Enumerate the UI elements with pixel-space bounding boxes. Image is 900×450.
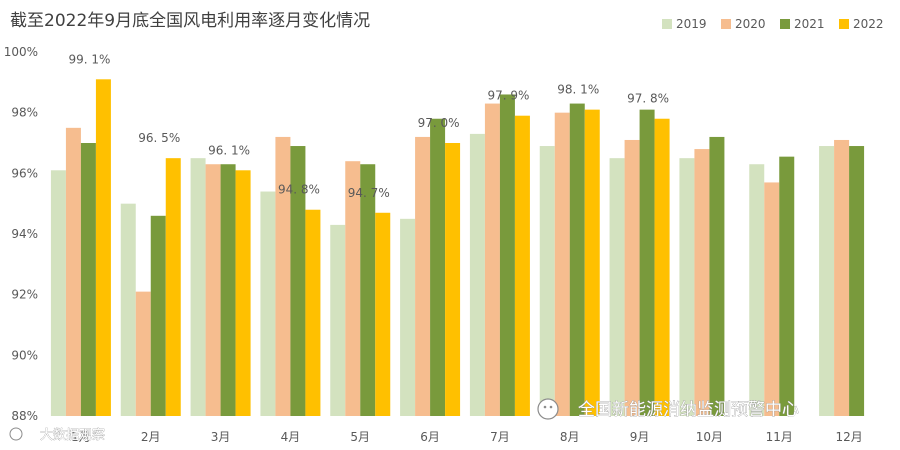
bar-2020-10 [694, 149, 710, 417]
x-tick-label: 4月 [281, 430, 301, 444]
data-label-2022-8: 98. 1% [557, 83, 599, 97]
x-tick-label: 3月 [211, 430, 231, 444]
watermark-logo-icon [9, 427, 23, 441]
data-label-2022-7: 97. 9% [487, 89, 529, 103]
x-tick-label: 9月 [630, 430, 650, 444]
bar-2019-3 [190, 158, 206, 416]
bar-2020-8 [554, 112, 570, 417]
data-label-2022-5: 94. 7% [348, 186, 390, 200]
bars [50, 79, 865, 417]
bar-2020-12 [834, 139, 850, 416]
wechat-icon-eye-right [549, 405, 553, 409]
x-tick-label: 11月 [766, 430, 793, 444]
data-label-2022-4: 94. 8% [278, 183, 320, 197]
bar-2021-10 [709, 136, 725, 416]
bar-2020-7 [484, 103, 500, 417]
x-tick-label: 7月 [490, 430, 510, 444]
bar-2021-6 [430, 118, 446, 416]
data-label-2022-3: 96. 1% [208, 143, 250, 157]
bar-2019-10 [679, 158, 695, 416]
data-label-2022-9: 97. 8% [627, 92, 669, 106]
y-tick-label: 100% [4, 45, 38, 59]
x-tick-label: 5月 [350, 430, 370, 444]
bar-2019-1 [50, 170, 66, 416]
chart-title: 截至2022年9月底全国风电利用率逐月变化情况 [10, 11, 370, 31]
x-tick-label: 2月 [141, 430, 161, 444]
data-labels: 99. 1% 96. 5% 96. 1% 94. 8% 94. 7% 97. 0% 97. … [68, 52, 669, 199]
bar-2020-2 [135, 291, 151, 416]
legend-swatch-2020 [721, 19, 731, 29]
bar-2021-5 [360, 164, 376, 416]
bar-2022-3 [235, 170, 251, 416]
bar-2021-3 [220, 164, 236, 416]
bar-2021-7 [499, 94, 515, 416]
watermark-left-text: 大数据观察 [40, 428, 105, 443]
y-axis: 88% 90% 92% 94% 96% 98% 100% [4, 45, 38, 423]
legend-label-2021: 2021 [794, 17, 825, 31]
y-tick-label: 96% [11, 166, 38, 180]
bar-2019-9 [609, 158, 625, 416]
bar-2021-1 [80, 143, 96, 416]
bar-2022-6 [445, 143, 461, 416]
legend-swatch-2022 [839, 19, 849, 29]
bar-2019-2 [120, 203, 136, 416]
bar-2022-9 [654, 118, 670, 416]
legend-label-2022: 2022 [853, 17, 884, 31]
bar-2020-9 [624, 139, 640, 416]
bar-2021-2 [150, 215, 166, 416]
y-tick-label: 92% [11, 288, 38, 302]
legend-label-2020: 2020 [735, 17, 766, 31]
bar-2019-4 [260, 191, 276, 416]
legend: 2019 2020 2021 2022 [662, 17, 884, 31]
x-tick-label: 12月 [835, 430, 862, 444]
watermark-left: 大数据观察 [9, 427, 105, 443]
data-label-2022-6: 97. 0% [418, 116, 460, 130]
bar-2020-3 [205, 164, 221, 416]
x-tick-label: 8月 [560, 430, 580, 444]
bar-2022-2 [165, 158, 181, 416]
bar-2022-7 [514, 115, 530, 416]
bar-2020-4 [275, 136, 291, 416]
bar-2021-8 [569, 103, 585, 417]
bar-2021-12 [849, 146, 865, 417]
y-tick-label: 90% [11, 348, 38, 362]
watermark-right-text: 全国新能源消纳监测预警中心 [578, 400, 799, 420]
bar-2021-9 [639, 109, 655, 416]
legend-label-2019: 2019 [676, 17, 707, 31]
x-tick-label: 6月 [420, 430, 440, 444]
bar-2019-8 [539, 146, 555, 417]
bar-2020-1 [65, 127, 81, 416]
bar-2022-8 [584, 109, 600, 416]
bar-2019-6 [400, 218, 416, 416]
data-label-2022-1: 99. 1% [68, 52, 110, 66]
bar-2020-5 [345, 161, 361, 416]
bar-2019-7 [469, 133, 485, 416]
wechat-icon-eye-left [543, 405, 547, 409]
bar-2020-11 [764, 182, 780, 416]
data-label-2022-2: 96. 5% [138, 131, 180, 145]
y-tick-label: 98% [11, 106, 38, 120]
y-tick-label: 94% [11, 227, 38, 241]
legend-swatch-2021 [780, 19, 790, 29]
legend-swatch-2019 [662, 19, 672, 29]
watermark-right: 全国新能源消纳监测预警中心 [537, 398, 799, 420]
bar-2019-5 [330, 224, 346, 416]
y-tick-label: 88% [11, 409, 38, 423]
bar-2021-11 [779, 156, 795, 416]
x-tick-label: 1月 [71, 430, 91, 444]
bar-2020-6 [415, 136, 431, 416]
wechat-icon [537, 398, 559, 420]
bar-2019-11 [749, 164, 765, 416]
bar-2021-4 [290, 146, 306, 417]
bar-2022-4 [305, 209, 321, 416]
bar-2022-1 [95, 79, 111, 417]
bar-2022-5 [375, 212, 391, 416]
bar-2019-12 [819, 146, 835, 417]
x-axis: 1月 2月 3月 4月 5月 6月 7月 8月 9月 10月 11月 12月 [71, 430, 863, 444]
x-tick-label: 10月 [696, 430, 723, 444]
